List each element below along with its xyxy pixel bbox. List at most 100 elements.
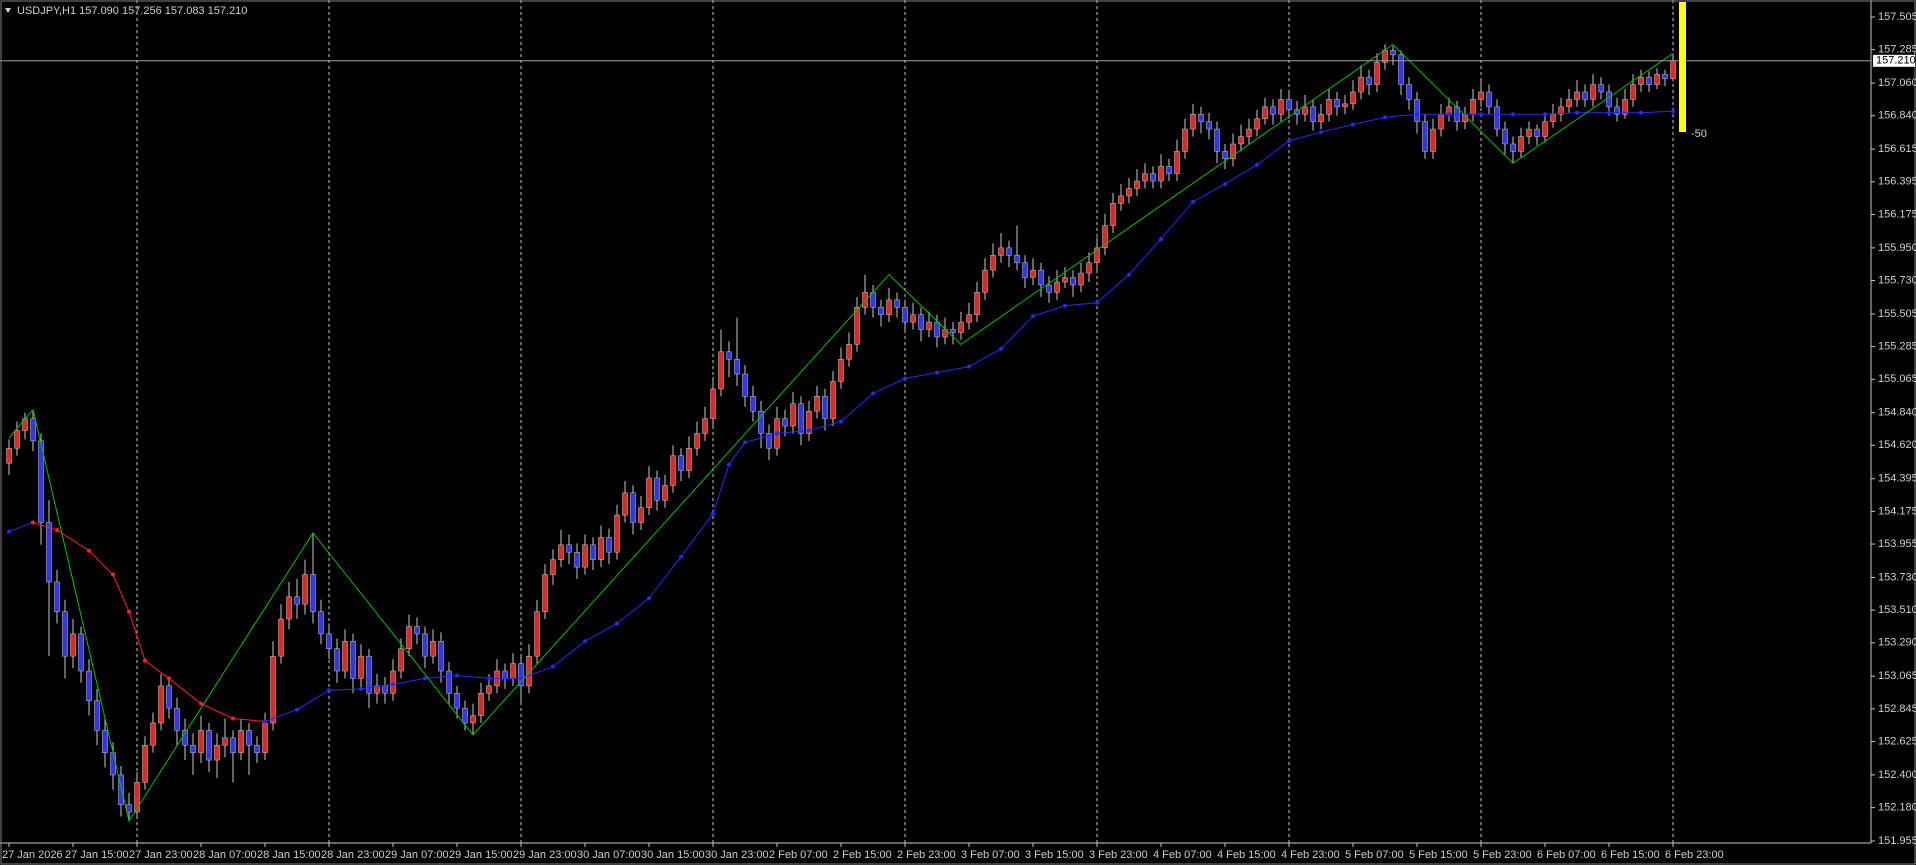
candle-body	[1102, 225, 1108, 249]
candle-body	[358, 655, 364, 679]
x-tick-label: 30 Jan 15:00	[641, 849, 705, 861]
candle-body	[1558, 106, 1564, 115]
candle-body	[1166, 165, 1172, 174]
x-tick-label: 29 Jan 07:00	[385, 849, 449, 861]
indicator-point	[455, 673, 459, 678]
candle-body	[1054, 281, 1060, 293]
candle-body	[1182, 128, 1188, 152]
candle-body	[1350, 91, 1356, 105]
indicator-point	[263, 719, 267, 724]
indicator-point	[1383, 115, 1387, 120]
candle-body	[214, 744, 220, 761]
indicator-point	[1543, 112, 1547, 117]
candle-body	[1582, 91, 1588, 100]
candle-body	[462, 707, 468, 724]
candle-body	[1374, 62, 1380, 85]
indicator-point	[1159, 236, 1163, 241]
candle-body	[1622, 99, 1628, 115]
candle-body	[38, 440, 44, 523]
indicator-point	[1575, 110, 1579, 115]
candle-body	[1134, 180, 1140, 189]
x-tick-label: 6 Feb 15:00	[1601, 849, 1660, 861]
candle-body	[1334, 99, 1340, 108]
y-tick-label: 153.290	[1878, 637, 1916, 649]
candle-body	[1430, 128, 1436, 152]
y-tick-label: 153.955	[1878, 538, 1916, 550]
indicator-point	[31, 520, 35, 525]
x-tick-label: 2 Feb 07:00	[769, 849, 828, 861]
candle-body	[1062, 277, 1068, 283]
candle-body	[910, 314, 916, 323]
candle-body	[438, 641, 444, 672]
candle-body	[838, 358, 844, 382]
candle-body	[1014, 255, 1020, 263]
candle-body	[1150, 173, 1156, 182]
candle-body	[646, 477, 652, 508]
indicator-point	[1063, 303, 1067, 308]
candle-body	[1326, 99, 1332, 115]
candle-body	[390, 670, 396, 694]
candle-body	[1310, 106, 1316, 122]
y-tick-label: 152.180	[1878, 802, 1916, 814]
candle-body	[878, 307, 884, 315]
candle-body	[310, 574, 316, 612]
x-tick-label: 29 Jan 23:00	[513, 849, 577, 861]
candle-body	[1126, 188, 1132, 197]
indicator-point	[1639, 110, 1643, 115]
x-tick-label: 27 Jan 23:00	[129, 849, 193, 861]
indicator-point	[1255, 162, 1259, 167]
candle-body	[382, 685, 388, 694]
indicator-point	[1319, 130, 1323, 135]
candle-body	[982, 269, 988, 293]
candle-body	[542, 574, 548, 612]
candle-body	[598, 537, 604, 560]
x-tick-label: 30 Jan 23:00	[705, 849, 769, 861]
indicator-point	[1671, 109, 1675, 114]
x-tick-label: 27 Jan 15:00	[65, 849, 129, 861]
candle-body	[1230, 143, 1236, 160]
indicator-point	[359, 686, 363, 691]
indicator-point	[679, 554, 683, 559]
candle-body	[478, 693, 484, 716]
candle-body	[862, 292, 868, 308]
candle-body	[454, 693, 460, 709]
candle-body	[190, 744, 196, 753]
indicator-point	[1191, 199, 1195, 204]
candle-body	[510, 663, 516, 679]
y-tick-label: 156.175	[1878, 208, 1916, 220]
indicator-point	[1447, 112, 1451, 117]
candle-body	[638, 507, 644, 523]
candle-body	[806, 410, 812, 434]
candle-body	[286, 596, 292, 620]
countdown-label: -50	[1691, 128, 1707, 140]
indicator-point	[647, 596, 651, 601]
indicator-point	[935, 370, 939, 375]
candle-body	[230, 737, 236, 753]
candle-body	[630, 492, 636, 523]
candle-body	[1214, 128, 1220, 152]
candle-body	[1614, 106, 1620, 115]
candle-body	[654, 477, 660, 501]
y-tick-label: 156.395	[1878, 176, 1916, 188]
candle-body	[1494, 106, 1500, 130]
indicator-point	[55, 527, 59, 532]
candle-body	[558, 544, 564, 560]
x-tick-label: 3 Feb 07:00	[961, 849, 1020, 861]
candle-body	[238, 730, 244, 753]
menu-arrow[interactable]	[5, 8, 11, 13]
candle-body	[6, 448, 12, 464]
indicator-point	[1607, 110, 1611, 115]
candle-body	[270, 655, 276, 724]
candle-body	[1654, 73, 1660, 85]
candle-body	[1414, 99, 1420, 122]
x-tick-label: 6 Feb 23:00	[1665, 849, 1724, 861]
candle-body	[614, 514, 620, 553]
candle-body	[1038, 269, 1044, 286]
candle-body	[1302, 106, 1308, 115]
candle-body	[966, 314, 972, 323]
indicator-point	[199, 701, 203, 706]
indicator-point	[583, 639, 587, 644]
y-tick-label: 152.625	[1878, 735, 1916, 747]
